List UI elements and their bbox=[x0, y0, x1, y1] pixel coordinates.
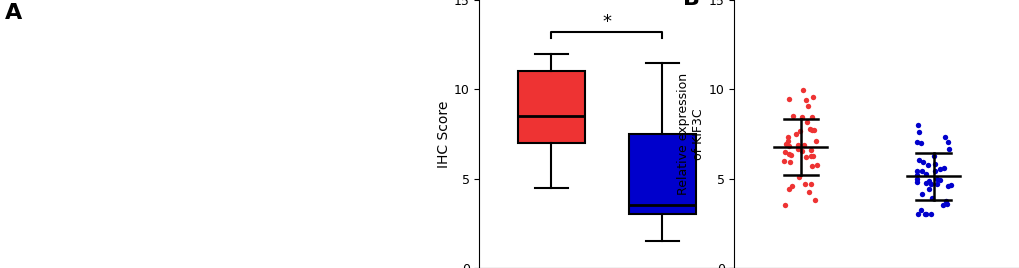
Point bbox=[800, 103, 816, 108]
Point bbox=[908, 169, 924, 173]
Point bbox=[774, 159, 791, 164]
Point bbox=[919, 163, 935, 168]
Point bbox=[798, 98, 814, 103]
Point bbox=[908, 180, 924, 184]
Y-axis label: IHC Score: IHC Score bbox=[436, 100, 450, 168]
Point bbox=[910, 158, 926, 162]
Point bbox=[781, 187, 797, 191]
Point bbox=[908, 177, 924, 181]
Point bbox=[909, 122, 925, 127]
Point bbox=[917, 181, 933, 185]
Point bbox=[782, 160, 798, 165]
Point bbox=[917, 212, 933, 217]
Point bbox=[925, 169, 942, 173]
Point bbox=[940, 147, 956, 151]
Point bbox=[912, 141, 928, 146]
Point bbox=[922, 212, 938, 217]
Point bbox=[908, 172, 924, 177]
Point bbox=[909, 212, 925, 217]
Point bbox=[910, 130, 926, 135]
Point bbox=[796, 181, 812, 186]
Point bbox=[795, 88, 811, 92]
PathPatch shape bbox=[629, 134, 695, 214]
Point bbox=[914, 159, 930, 164]
Point bbox=[803, 128, 819, 132]
Point bbox=[937, 199, 954, 203]
Point bbox=[917, 172, 933, 177]
Point bbox=[940, 184, 956, 188]
Point bbox=[790, 175, 806, 179]
Point bbox=[806, 198, 822, 202]
Point bbox=[784, 114, 800, 118]
Point bbox=[790, 143, 806, 147]
Point bbox=[927, 177, 944, 181]
Point bbox=[931, 178, 948, 182]
Point bbox=[783, 153, 799, 157]
Point bbox=[803, 115, 819, 120]
Point bbox=[801, 126, 817, 131]
Point bbox=[781, 144, 797, 148]
Point bbox=[780, 97, 796, 102]
Point bbox=[803, 147, 819, 152]
Point bbox=[922, 182, 938, 186]
Point bbox=[923, 195, 940, 200]
Point bbox=[800, 189, 816, 194]
Point bbox=[930, 167, 947, 171]
Point bbox=[804, 95, 820, 99]
Point bbox=[928, 182, 945, 186]
Point bbox=[934, 202, 951, 207]
Point bbox=[794, 149, 810, 153]
Y-axis label: Relative expression
of KIF3C: Relative expression of KIF3C bbox=[676, 73, 704, 195]
Point bbox=[776, 150, 793, 154]
Point bbox=[781, 151, 797, 156]
Point bbox=[804, 154, 820, 158]
Point bbox=[787, 132, 803, 136]
Point bbox=[793, 114, 809, 119]
Point bbox=[916, 212, 932, 217]
Point bbox=[791, 129, 807, 133]
Point bbox=[935, 166, 952, 170]
Point bbox=[912, 169, 928, 173]
Point bbox=[920, 187, 936, 191]
Point bbox=[807, 139, 823, 144]
Point bbox=[925, 154, 942, 158]
Point bbox=[780, 135, 796, 140]
Point bbox=[808, 162, 824, 167]
Point bbox=[780, 139, 796, 143]
Point bbox=[775, 203, 792, 208]
Point bbox=[789, 147, 805, 151]
Point bbox=[926, 162, 943, 166]
Text: B: B bbox=[683, 0, 699, 9]
Point bbox=[912, 208, 928, 212]
Point bbox=[937, 202, 954, 206]
Point bbox=[942, 183, 958, 188]
Point bbox=[908, 140, 924, 144]
Point bbox=[783, 184, 799, 188]
PathPatch shape bbox=[518, 72, 584, 143]
Text: A: A bbox=[5, 3, 22, 23]
Point bbox=[805, 128, 821, 132]
Point bbox=[797, 155, 813, 159]
Point bbox=[938, 140, 955, 144]
Point bbox=[802, 181, 818, 186]
Point bbox=[936, 135, 953, 140]
Point bbox=[802, 154, 818, 158]
Point bbox=[777, 142, 794, 146]
Text: *: * bbox=[602, 13, 610, 31]
Point bbox=[795, 143, 811, 147]
Point bbox=[920, 179, 936, 184]
Point bbox=[803, 164, 819, 168]
Point bbox=[798, 120, 814, 124]
Point bbox=[913, 192, 929, 196]
